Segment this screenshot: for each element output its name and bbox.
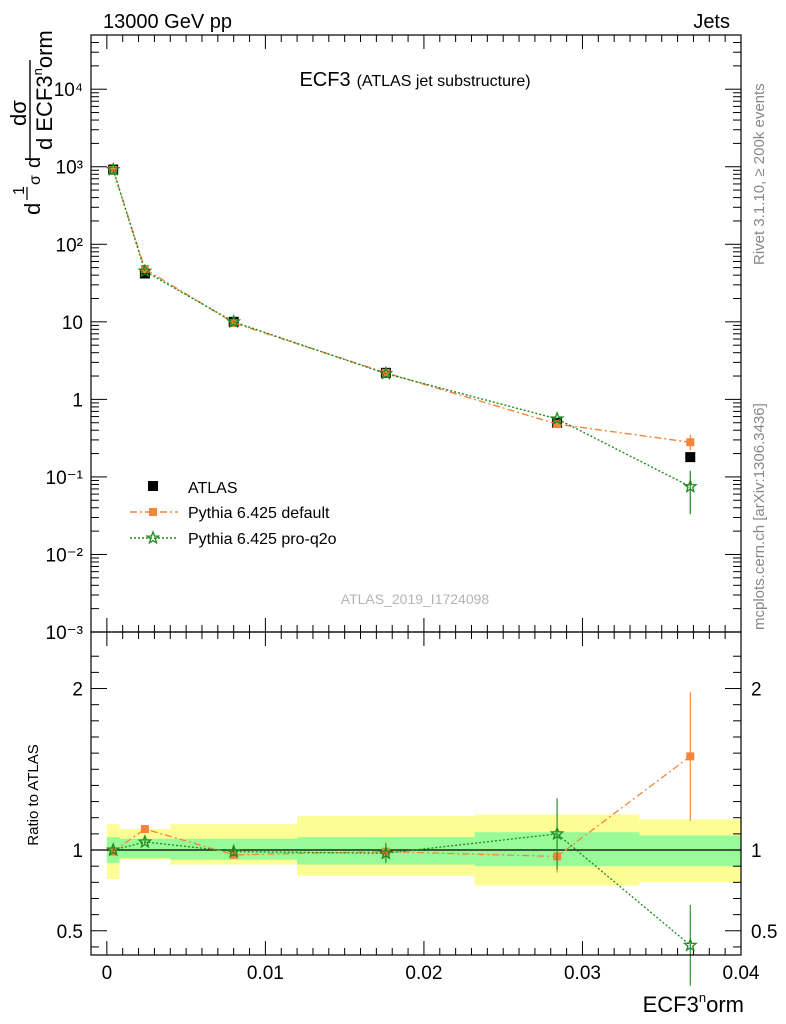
ratio-point-default bbox=[140, 825, 149, 834]
y-label-d1: d bbox=[20, 203, 45, 215]
series-line bbox=[112, 169, 691, 443]
y-label-frac-den: σ bbox=[27, 175, 44, 185]
ratio-point-proq2o bbox=[226, 843, 242, 858]
ratio-y-tick-label-right: 2 bbox=[751, 680, 762, 701]
y-label-d2: d bbox=[23, 157, 45, 168]
legend-marker-proq2o bbox=[145, 530, 161, 545]
data-point-default bbox=[229, 318, 238, 327]
legend-label-default: Pythia 6.425 default bbox=[188, 505, 330, 522]
y-axis-label-main: d 1 σ d dσ d ECF3norm bbox=[6, 30, 57, 215]
y-axis-label-ratio: Ratio to ATLAS bbox=[25, 744, 42, 845]
ratio-y-tick-label: 2 bbox=[72, 680, 83, 701]
x-tick-label: 0.03 bbox=[564, 963, 601, 984]
y-tick-label: 10⁴ bbox=[54, 80, 83, 101]
y-tick-label: 10² bbox=[56, 235, 83, 256]
ratio-y-tick-label: 0.5 bbox=[57, 922, 83, 943]
x-tick-label: 0 bbox=[102, 963, 113, 984]
x-tick-label: 0.02 bbox=[405, 963, 442, 984]
data-point-proq2o bbox=[226, 313, 242, 329]
plot-title-main: ECF3 bbox=[299, 69, 350, 91]
y-tick-label: 1 bbox=[72, 390, 83, 411]
legend-label-proq2o: Pythia 6.425 pro-q2o bbox=[188, 531, 337, 548]
plot-title: ECF3 (ATLAS jet substructure) bbox=[299, 69, 530, 91]
data-point-proq2o bbox=[549, 411, 565, 426]
x-axis-label: ECF3norm bbox=[643, 990, 744, 1017]
ratio-series-line bbox=[112, 755, 691, 858]
y-label-den: d ECF3norm bbox=[30, 30, 57, 150]
ratio-panel-content bbox=[91, 632, 742, 986]
ratio-y-tick-label: 1 bbox=[72, 841, 83, 862]
data-point-atlas bbox=[685, 452, 696, 463]
ratio-panel-frame bbox=[90, 631, 742, 956]
ratio-point-proq2o bbox=[105, 842, 121, 857]
rivet-version-text: Rivet 3.1.10, ≥ 200k events bbox=[751, 83, 768, 265]
main-panel-content bbox=[91, 34, 742, 633]
data-point-proq2o bbox=[378, 365, 394, 380]
data-point-proq2o bbox=[137, 263, 153, 278]
header-right: Jets bbox=[693, 11, 730, 33]
y-tick-label: 10 bbox=[62, 313, 83, 334]
x-tick-label: 0.01 bbox=[247, 963, 284, 984]
mcplots-reference-text: mcplots.cern.ch [arXiv:1306.3436] bbox=[751, 403, 768, 630]
legend-label-atlas: ATLAS bbox=[188, 480, 238, 497]
data-point-proq2o bbox=[105, 161, 121, 176]
ratio-point-proq2o bbox=[378, 845, 394, 860]
data-point-default bbox=[553, 420, 562, 429]
y-tick-label: 10³ bbox=[56, 158, 83, 179]
analysis-watermark: ATLAS_2019_I1724098 bbox=[341, 591, 490, 607]
x-tick-label: 0.04 bbox=[723, 963, 760, 984]
data-point-default bbox=[381, 368, 390, 377]
plot-title-sub: (ATLAS jet substructure) bbox=[357, 73, 531, 90]
y-label-dsigma: dσ bbox=[6, 100, 31, 126]
y-tick-label: 10⁻¹ bbox=[46, 468, 84, 489]
ratio-point-proq2o bbox=[137, 834, 153, 849]
header-left: 13000 GeV pp bbox=[103, 11, 232, 33]
ratio-point-proq2o bbox=[549, 826, 565, 841]
y-tick-label: 10⁻³ bbox=[46, 623, 84, 644]
ratio-point-default bbox=[686, 752, 695, 761]
ratio-y-tick-label-right: 1 bbox=[751, 841, 762, 862]
uncertainty-band-inner bbox=[639, 835, 741, 867]
series-line bbox=[112, 169, 691, 488]
ratio-y-tick-label-right: 0.5 bbox=[751, 922, 777, 943]
y-tick-label: 10⁻² bbox=[46, 545, 84, 566]
legend-marker-atlas bbox=[148, 481, 158, 491]
legend: ATLAS Pythia 6.425 default Pythia 6.425 … bbox=[130, 480, 337, 548]
legend-marker-default bbox=[149, 508, 157, 516]
ratio-point-proq2o bbox=[682, 937, 698, 952]
y-label-frac-num: 1 bbox=[11, 186, 28, 195]
